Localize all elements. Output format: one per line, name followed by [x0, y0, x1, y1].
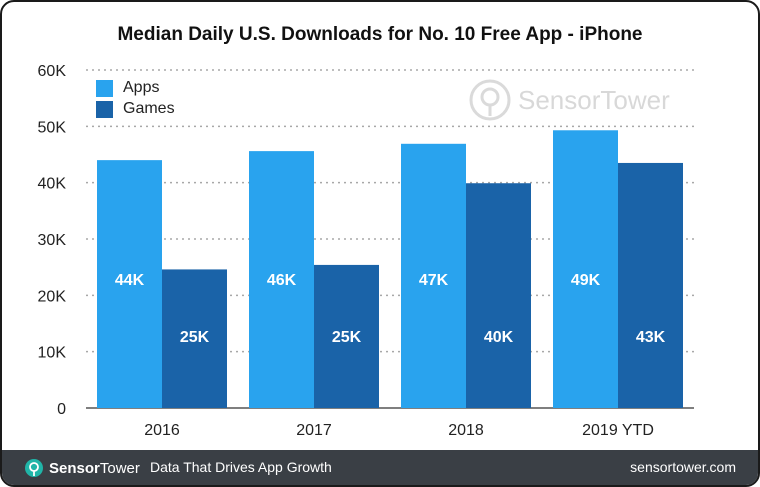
bar-data-label: 46K	[267, 272, 297, 289]
legend-item-apps: Apps	[96, 79, 159, 97]
y-tick-label: 60K	[38, 63, 67, 80]
bar-chart: 0 10K 20K 30K 40K 50K 60K 44K 25K 2016 46K 25K 2017 4…	[38, 63, 694, 439]
y-tick-label: 20K	[38, 288, 67, 305]
bar-data-label: 47K	[419, 272, 449, 289]
chart-title: Median Daily U.S. Downloads for No. 10 F…	[117, 24, 643, 45]
legend-swatch-games	[96, 100, 113, 118]
y-tick-label: 40K	[38, 176, 67, 193]
footer-bar: Sensor Tower Data That Drives App Growth …	[2, 450, 758, 485]
bar-data-label: 25K	[332, 329, 362, 346]
legend-label-apps: Apps	[123, 79, 160, 96]
y-tick-label: 10K	[38, 345, 67, 362]
bar-apps	[97, 160, 162, 408]
footer-logo: Sensor Tower	[24, 458, 140, 478]
watermark-text: SensorTower	[518, 85, 670, 116]
bar-games	[618, 162, 683, 408]
watermark-brand-tower: Tower	[600, 84, 670, 115]
footer-url[interactable]: sensortower.com	[630, 459, 736, 475]
y-tick-label: 30K	[38, 232, 67, 249]
y-tick-label: 50K	[38, 119, 67, 136]
bar-apps	[553, 130, 618, 408]
bar-data-label: 25K	[180, 329, 210, 346]
bar-data-label: 49K	[571, 272, 601, 289]
bar-data-label: 43K	[636, 329, 666, 346]
sensortower-watermark-icon	[469, 79, 511, 121]
sensortower-logo-icon	[25, 459, 43, 477]
footer-tagline: Data That Drives App Growth	[150, 459, 332, 475]
bar-games	[162, 269, 227, 408]
watermark-brand-sensor: Sensor	[518, 84, 601, 115]
legend-item-games: Games	[96, 100, 175, 118]
legend-swatch-apps	[96, 79, 113, 97]
legend-label-games: Games	[123, 100, 175, 117]
bar-games	[314, 264, 379, 408]
x-tick-label: 2018	[448, 422, 484, 439]
bar-data-label: 40K	[484, 329, 514, 346]
bar-apps	[401, 143, 466, 408]
x-tick-label: 2017	[296, 422, 332, 439]
x-tick-label: 2019 YTD	[582, 422, 654, 439]
bar-games	[466, 183, 531, 408]
footer-brand-tower: Tower	[99, 459, 140, 477]
sensortower-watermark: SensorTower	[468, 78, 670, 122]
footer-brand-sensor: Sensor	[49, 459, 100, 477]
bar-data-label: 44K	[115, 272, 145, 289]
bar-apps	[249, 151, 314, 408]
y-tick-label: 0	[57, 401, 66, 418]
x-tick-label: 2016	[144, 422, 180, 439]
